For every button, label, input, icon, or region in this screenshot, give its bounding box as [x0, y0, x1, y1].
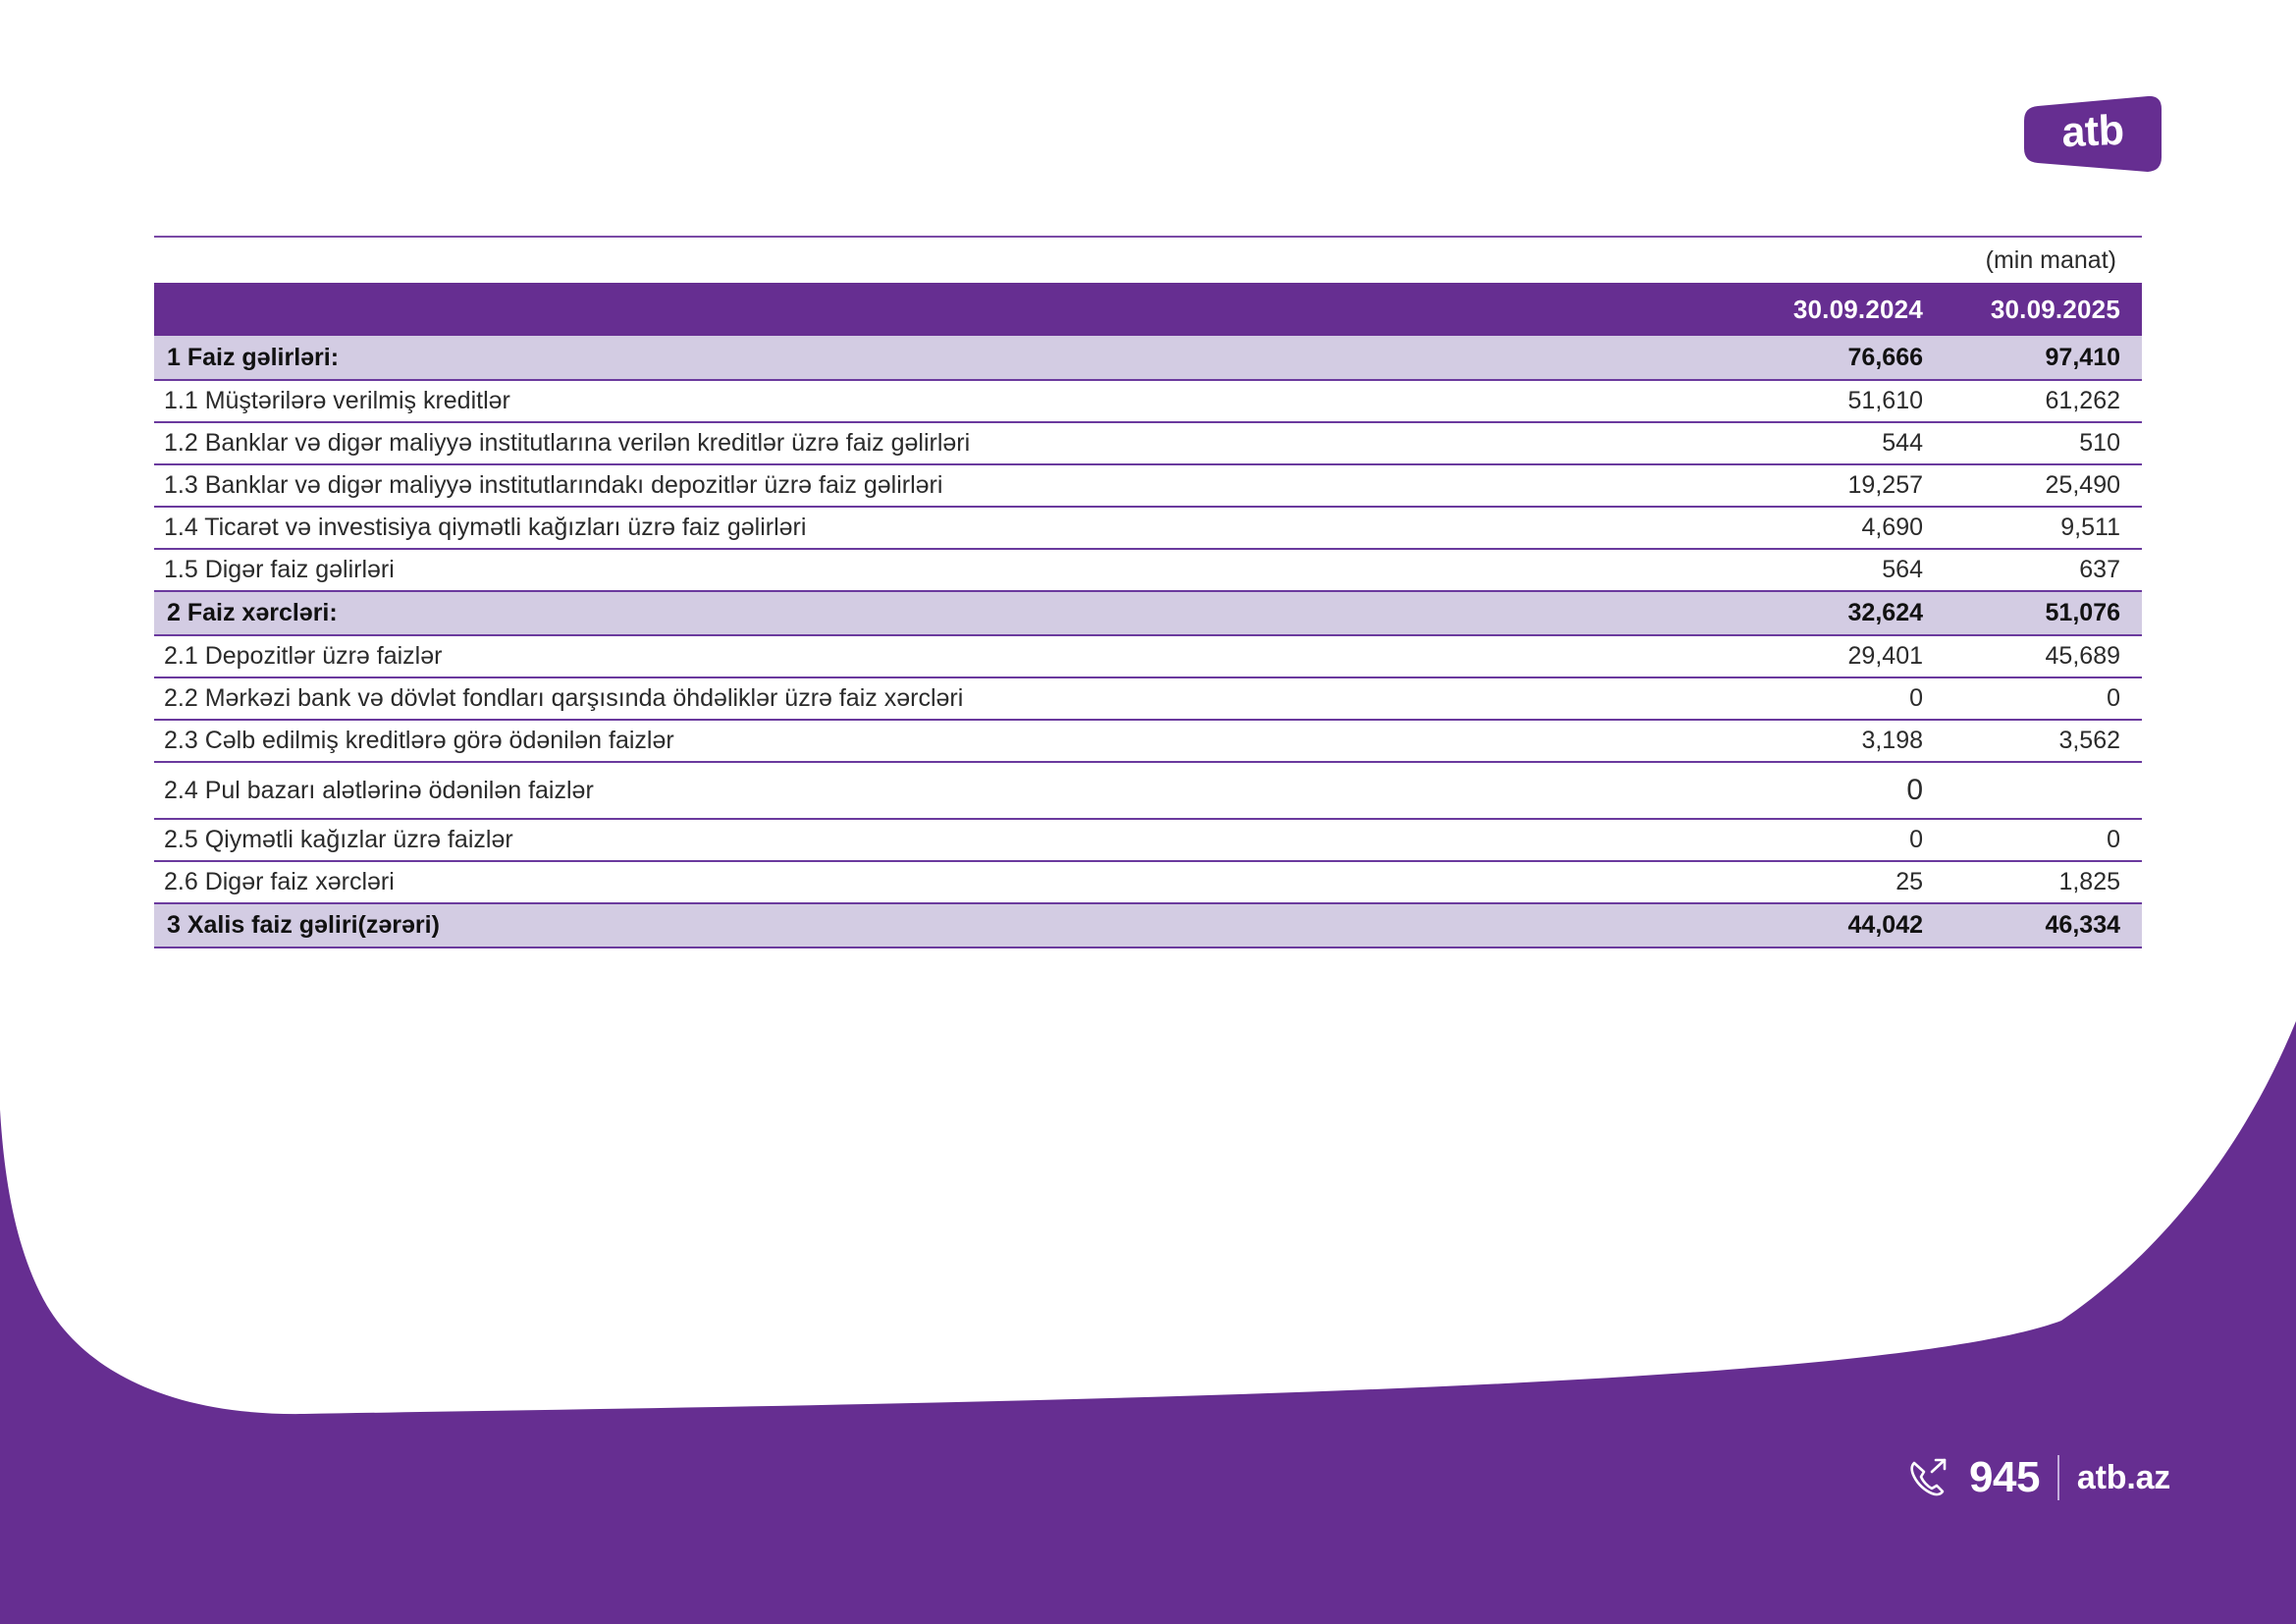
cell-2024: 0	[1747, 819, 1945, 862]
table-row: 2.3 Cəlb edilmiş kreditlərə görə ödənilə…	[154, 720, 2142, 763]
phone-outgoing-icon	[1910, 1458, 1947, 1496]
row-label: 3 Xalis faiz gəliri(zərəri)	[154, 903, 1747, 948]
cell-2024: 544	[1747, 422, 1945, 465]
row-label: 1.5 Digər faiz gəlirləri	[154, 549, 1747, 592]
row-label: 1 Faiz gəlirləri:	[154, 336, 1747, 381]
cell-2024: 4,690	[1747, 507, 1945, 550]
row-label: 2.3 Cəlb edilmiş kreditlərə görə ödənilə…	[154, 720, 1747, 763]
cell-2024: 76,666	[1747, 336, 1945, 381]
row-label: 1.3 Banklar və digər maliyyə institutlar…	[154, 464, 1747, 508]
table-row: 1.1 Müştərilərə verilmiş kreditlər 51,610…	[154, 380, 2142, 423]
table-row: 2.6 Digər faiz xərcləri 25 1,825	[154, 861, 2142, 904]
row-label: 2.4 Pul bazarı alətlərinə ödənilən faizl…	[154, 762, 1747, 820]
table-row: 1 Faiz gəlirləri: 76,666 97,410	[154, 336, 2142, 381]
row-label: 2.6 Digər faiz xərcləri	[154, 861, 1747, 904]
column-header-label	[154, 283, 1747, 336]
cell-2024: 0	[1747, 762, 1945, 820]
table-row: 1.5 Digər faiz gəlirləri 564 637	[154, 549, 2142, 592]
row-label: 1.4 Ticarət və investisiya qiymətli kağı…	[154, 507, 1747, 550]
financial-table-zone: (min manat) 30.09.2024 30.09.2025 1 Faiz…	[154, 236, 2142, 948]
cell-2025: 510	[1945, 422, 2142, 465]
footer-divider	[2056, 1455, 2059, 1500]
cell-2025: 0	[1945, 819, 2142, 862]
logo-background-shape	[2024, 95, 2162, 172]
cell-2025: 637	[1945, 549, 2142, 592]
cell-2025: 97,410	[1945, 336, 2142, 381]
row-label: 1.2 Banklar və digər maliyyə institutlar…	[154, 422, 1747, 465]
row-label: 2.2 Mərkəzi bank və dövlət fondları qarş…	[154, 677, 1747, 721]
table-row: 3 Xalis faiz gəliri(zərəri) 44,042 46,334	[154, 903, 2142, 948]
table-row: 1.2 Banklar və digər maliyyə institutlar…	[154, 422, 2142, 465]
cell-2025: 9,511	[1945, 507, 2142, 550]
table-row: 2.4 Pul bazarı alətlərinə ödənilən faizl…	[154, 762, 2142, 820]
table-top-rule	[154, 236, 2142, 238]
cell-2025: 3,562	[1945, 720, 2142, 763]
cell-2024: 51,610	[1747, 380, 1945, 423]
row-label: 2.1 Depozitlər üzrə faizlər	[154, 635, 1747, 678]
table-row: 2.1 Depozitlər üzrə faizlər 29,401 45,689	[154, 635, 2142, 678]
cell-2025: 51,076	[1945, 591, 2142, 636]
cell-2025: 25,490	[1945, 464, 2142, 508]
row-label: 2 Faiz xərcləri:	[154, 591, 1747, 636]
row-label: 1.1 Müştərilərə verilmiş kreditlər	[154, 380, 1747, 423]
table-row: 1.4 Ticarət və investisiya qiymətli kağı…	[154, 507, 2142, 550]
cell-2024: 25	[1747, 861, 1945, 904]
interest-income-expense-table: 30.09.2024 30.09.2025 1 Faiz gəlirləri: 7…	[154, 283, 2142, 948]
cell-2024: 0	[1747, 677, 1945, 721]
cell-2024: 44,042	[1747, 903, 1945, 948]
cell-2024: 29,401	[1747, 635, 1945, 678]
cell-2025: 0	[1945, 677, 2142, 721]
cell-2024: 32,624	[1747, 591, 1945, 636]
cell-2025: 1,825	[1945, 861, 2142, 904]
logo-wordmark: atb	[2060, 106, 2125, 157]
cell-2025: 46,334	[1945, 903, 2142, 948]
column-header-2024: 30.09.2024	[1747, 283, 1945, 336]
table-row: 2.5 Qiymətli kağızlar üzrə faizlər 0 0	[154, 819, 2142, 862]
table-body: 1 Faiz gəlirləri: 76,666 97,410 1.1 Müştəri…	[154, 336, 2142, 948]
cell-2025	[1945, 762, 2142, 820]
row-label: 2.5 Qiymətli kağızlar üzrə faizlər	[154, 819, 1747, 862]
website-url[interactable]: atb.az	[2076, 1459, 2171, 1496]
table-row: 2 Faiz xərcləri: 32,624 51,076	[154, 591, 2142, 636]
atb-logo: atb	[2024, 94, 2162, 173]
unit-note: (min manat)	[1985, 245, 2116, 274]
cell-2024: 3,198	[1747, 720, 1945, 763]
cell-2024: 564	[1747, 549, 1945, 592]
phone-number[interactable]: 945	[1969, 1453, 2040, 1501]
footer-contact: 945 atb.az	[1904, 1454, 2170, 1501]
cell-2024: 19,257	[1747, 464, 1945, 508]
cell-2025: 45,689	[1945, 635, 2142, 678]
table-row: 1.3 Banklar və digər maliyyə institutlar…	[154, 464, 2142, 508]
unit-note-row: (min manat)	[154, 238, 2142, 283]
column-header-2025: 30.09.2025	[1945, 283, 2142, 336]
table-row: 2.2 Mərkəzi bank və dövlət fondları qarş…	[154, 677, 2142, 721]
cell-2025: 61,262	[1945, 380, 2142, 423]
table-header-row: 30.09.2024 30.09.2025	[154, 283, 2142, 336]
